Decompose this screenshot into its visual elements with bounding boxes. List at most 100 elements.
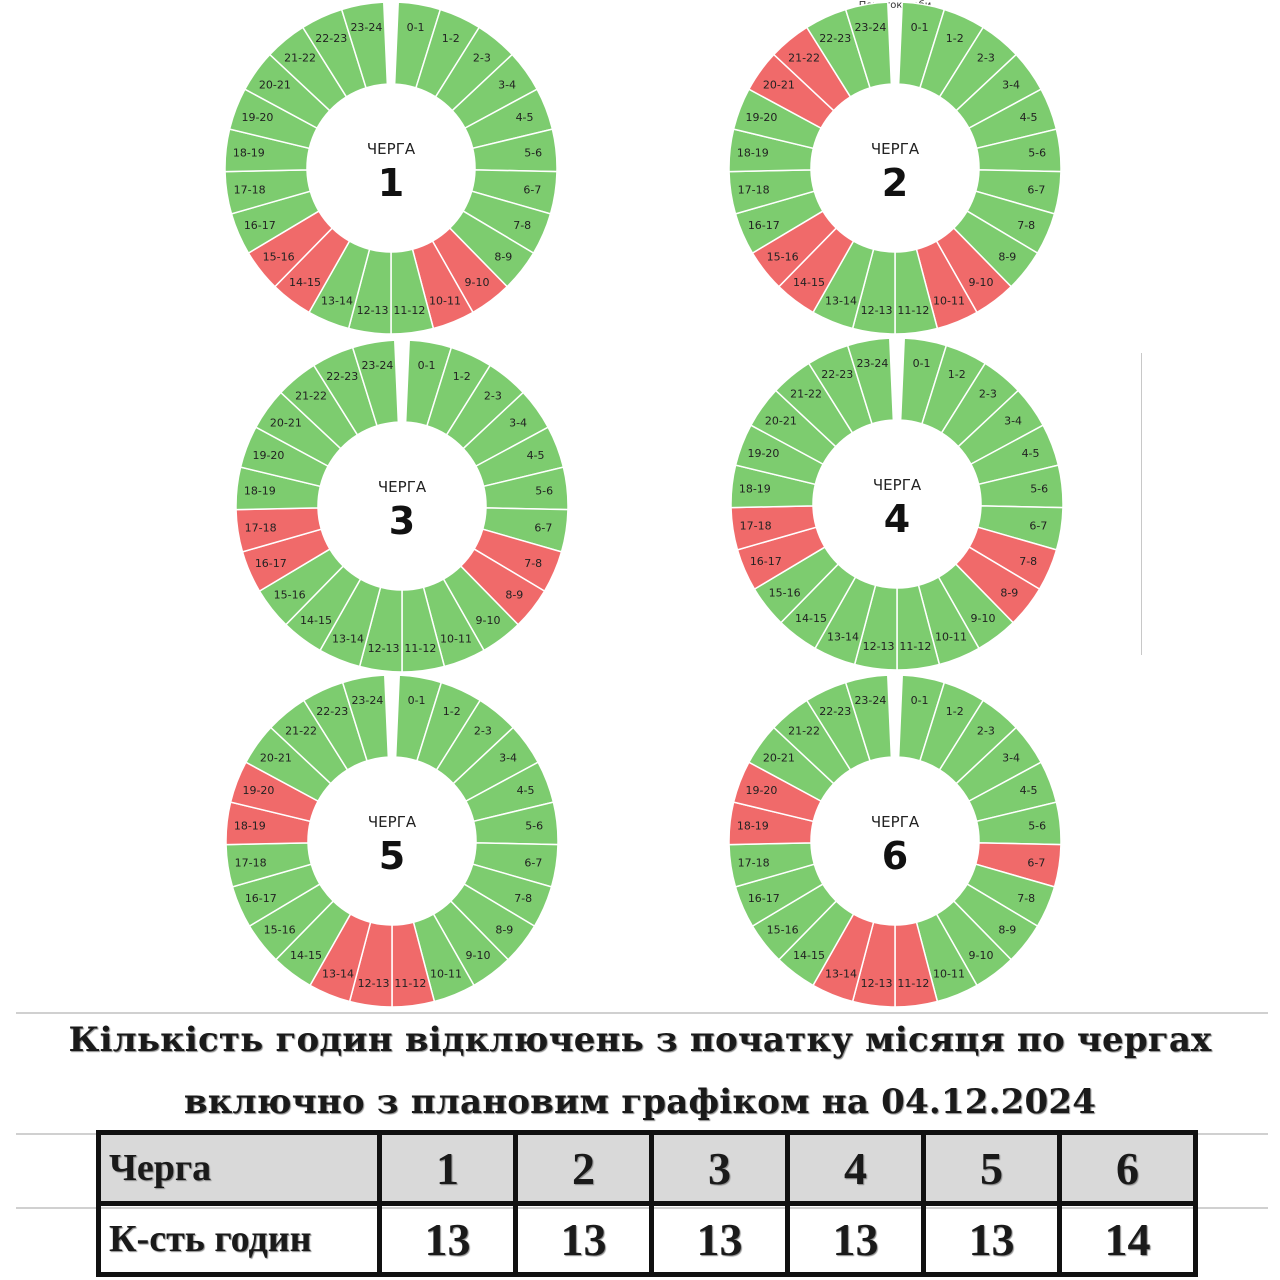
hour-label: 17-18 (738, 183, 770, 196)
hour-label: 12-13 (368, 642, 400, 655)
hour-label: 2-3 (484, 390, 502, 403)
hour-label: 8-9 (505, 588, 523, 601)
hour-label: 17-18 (738, 856, 770, 869)
hour-label: 16-17 (255, 557, 287, 570)
hour-label: 10-11 (933, 294, 965, 307)
hour-label: 5-6 (1030, 483, 1048, 496)
hour-label: 13-14 (322, 967, 354, 980)
hour-label: 23-24 (856, 357, 888, 370)
hour-label: 18-19 (244, 485, 276, 498)
hour-label: 10-11 (933, 967, 965, 980)
hour-label: 10-11 (430, 967, 462, 980)
queue-5-donut: 0-1 1-2 2-3 3-4 4-5 5-6 6-7 7-8 8-9 9-10 10-11 11-1… (225, 674, 559, 1008)
hour-label: 9-10 (971, 612, 996, 625)
hour-label: 10-11 (440, 632, 472, 645)
hour-label: 0-1 (408, 694, 426, 707)
hour-label: 9-10 (465, 276, 490, 289)
hour-label: 6-7 (523, 183, 541, 196)
hour-label: 23-24 (361, 359, 393, 372)
hour-label: 9-10 (466, 949, 491, 962)
hour-label: 0-1 (911, 694, 929, 707)
hour-label: 23-24 (351, 694, 383, 707)
hour-label: 20-21 (259, 78, 291, 91)
queue-word: ЧЕРГА (367, 140, 416, 158)
hour-label: 16-17 (748, 892, 780, 905)
hour-label: 18-19 (737, 147, 769, 160)
queue-4-donut: 0-1 1-2 2-3 3-4 4-5 5-6 6-7 7-8 8-9 9-10 10-11 11-1… (730, 337, 1064, 671)
hour-label: 20-21 (763, 78, 795, 91)
hour-label: 15-16 (263, 250, 295, 263)
hour-label: 12-13 (358, 977, 390, 990)
hour-label: 15-16 (769, 586, 801, 599)
hours-value-cell: 13 (513, 1201, 654, 1277)
hour-label: 2-3 (473, 52, 491, 65)
hour-label: 21-22 (284, 52, 316, 65)
queue-header-cell: 3 (649, 1130, 790, 1206)
hours-value-cell: 13 (649, 1201, 790, 1277)
hour-label: 8-9 (998, 923, 1016, 936)
summary-header-row: Черга 1 2 3 4 5 6 (96, 1130, 1198, 1206)
hour-label: 0-1 (913, 357, 931, 370)
queue-header-cell: 1 (377, 1130, 518, 1206)
hour-label: 3-4 (499, 751, 517, 764)
hour-label: 9-10 (476, 614, 501, 627)
hour-label: 2-3 (977, 52, 995, 65)
hour-label: 5-6 (535, 485, 553, 498)
hour-label: 11-12 (394, 977, 426, 990)
divider-top (16, 1012, 1268, 1014)
hour-label: 3-4 (498, 78, 516, 91)
hour-label: 21-22 (295, 390, 327, 403)
hour-label: 21-22 (790, 388, 822, 401)
hour-label: 6-7 (1029, 519, 1047, 532)
hour-label: 9-10 (969, 276, 994, 289)
hour-label: 8-9 (998, 250, 1016, 263)
top-caption: Початок доби (858, 0, 932, 11)
hour-label: 18-19 (739, 483, 771, 496)
hour-label: 23-24 (350, 21, 382, 34)
summary-hours-row: К-сть годин 13 13 13 13 13 14 (96, 1201, 1198, 1277)
hour-label: 14-15 (793, 276, 825, 289)
hour-label: 12-13 (861, 304, 893, 317)
hour-slice-on (844, 674, 893, 762)
hour-label: 13-14 (827, 630, 859, 643)
hour-label: 4-5 (1020, 111, 1038, 124)
hour-label: 17-18 (235, 856, 267, 869)
hour-label: 22-23 (819, 705, 851, 718)
hour-label: 14-15 (289, 276, 321, 289)
hour-label: 0-1 (418, 359, 436, 372)
hours-value-cell: 13 (921, 1201, 1062, 1277)
hour-label: 22-23 (819, 32, 851, 45)
hour-label: 20-21 (763, 751, 795, 764)
hour-label: 7-8 (514, 892, 532, 905)
queue-number: 4 (884, 497, 910, 541)
hour-label: 3-4 (1002, 751, 1020, 764)
hour-label: 18-19 (233, 147, 265, 160)
hour-label: 0-1 (407, 21, 425, 34)
hour-label: 21-22 (788, 725, 820, 738)
hour-label: 4-5 (516, 111, 534, 124)
queue-2-donut: 0-1 1-2 2-3 3-4 4-5 5-6 6-7 7-8 8-9 9-10 10-11 11-1… (728, 1, 1062, 335)
hour-label: 5-6 (1028, 820, 1046, 833)
hour-label: 7-8 (1019, 555, 1037, 568)
hour-label: 12-13 (861, 977, 893, 990)
hour-label: 21-22 (285, 725, 317, 738)
hour-label: 19-20 (241, 111, 273, 124)
hour-label: 7-8 (1017, 892, 1035, 905)
queue-number: 3 (389, 499, 415, 543)
hour-label: 13-14 (332, 632, 364, 645)
hours-label-cell: К-сть годин (96, 1201, 382, 1277)
queue-header-cell: 2 (513, 1130, 654, 1206)
hour-label: 4-5 (527, 449, 545, 462)
hour-label: 10-11 (935, 630, 967, 643)
hour-label: 11-12 (897, 304, 929, 317)
hour-label: 19-20 (242, 784, 274, 797)
hour-label: 22-23 (315, 32, 347, 45)
header-label-cell: Черга (96, 1130, 382, 1206)
hour-label: 15-16 (767, 250, 799, 263)
hour-label: 20-21 (765, 414, 797, 427)
hour-label: 5-6 (1028, 147, 1046, 160)
hour-label: 11-12 (404, 642, 436, 655)
queue-charts: 0-1 1-2 2-3 3-4 4-5 5-6 6-7 7-8 8-9 9-10 10-11 11-1… (224, 1, 1064, 1008)
hours-value-cell: 13 (377, 1201, 518, 1277)
hour-label: 8-9 (495, 923, 513, 936)
